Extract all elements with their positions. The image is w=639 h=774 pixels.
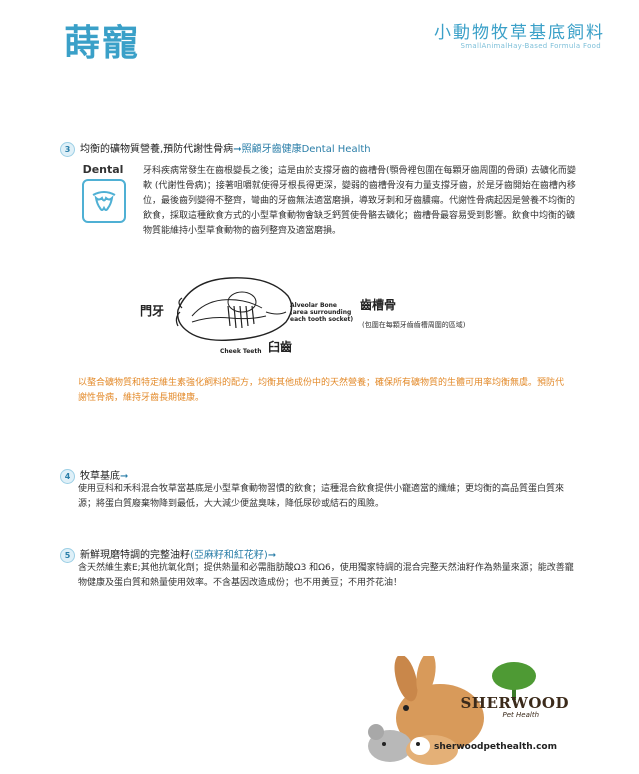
- section-5-paragraph: 含天然維生素E;其他抗氧化劑；提供熱量和必需脂肪酸Ω3 和Ω6，使用獨家特調的混…: [78, 563, 574, 588]
- tooth-icon: [82, 179, 126, 223]
- section-3-highlight: 以螯合礦物質和特定維生素強化飼料的配方，均衡其他成份中的天然營養；確保所有礦物質…: [78, 378, 565, 403]
- page-title: 小動物牧草基底飼料: [434, 23, 605, 43]
- section-4-paragraph: 使用豆科和禾科混合牧草當基底是小型草食動物習慣的飲食；這種混合飲食提供小寵適當的…: [78, 484, 565, 509]
- dental-label: Dental: [82, 163, 124, 176]
- brand-logo: 蒔寵: [64, 22, 141, 64]
- section-number: 3: [60, 141, 75, 157]
- section-number: 5: [60, 547, 75, 563]
- rabbit-photo: [368, 656, 536, 765]
- skull-diagram: 門牙 Alveolar Bone (area surrounding each …: [140, 272, 520, 362]
- sherwood-logo-sub: Pet Health: [502, 711, 539, 719]
- section-number: 4: [60, 468, 75, 484]
- section-3-paragraph: 牙科疾病常發生在齒根變長之後；這是由於支撐牙齒的齒槽骨(顎骨裡包圍在每顆牙齒周圍…: [143, 166, 576, 236]
- section-3-heading-link: 照顧牙齒健康Dental Health: [241, 144, 371, 155]
- alveolar-bone-note: (包圍在每顆牙齒齒槽周圍的區域): [362, 321, 466, 329]
- sherwood-logo: SHERWOOD: [460, 694, 569, 712]
- section-3-heading: 3 均衡的礦物質營養,預防代謝性骨病➞照顧牙齒健康Dental Health: [60, 140, 371, 157]
- alveolar-bone-zh: 齒槽骨: [360, 298, 397, 312]
- alveolar-bone-en: Alveolar Bone (area surrounding each too…: [290, 302, 354, 323]
- cheek-teeth-en: Cheek Teeth: [220, 348, 262, 355]
- section-5-heading: 5 新鮮現磨特調的完整油籽(亞麻籽和紅花籽)➞: [60, 546, 276, 563]
- arrow-right-icon: ➞: [267, 550, 277, 561]
- page-subtitle: SmallAnimalHay-Based Formula Food: [460, 42, 601, 50]
- incisor-label: 門牙: [140, 304, 165, 318]
- arrow-right-icon: ➞: [120, 471, 129, 482]
- cheek-teeth-zh: 臼齒: [268, 340, 293, 354]
- website-link[interactable]: sherwoodpethealth.com: [434, 742, 557, 752]
- section-4-heading: 4 牧草基底➞: [60, 467, 128, 484]
- skull-illustration: [175, 277, 293, 341]
- arrow-right-icon: ➞: [233, 144, 242, 155]
- dental-badge: Dental: [82, 163, 126, 223]
